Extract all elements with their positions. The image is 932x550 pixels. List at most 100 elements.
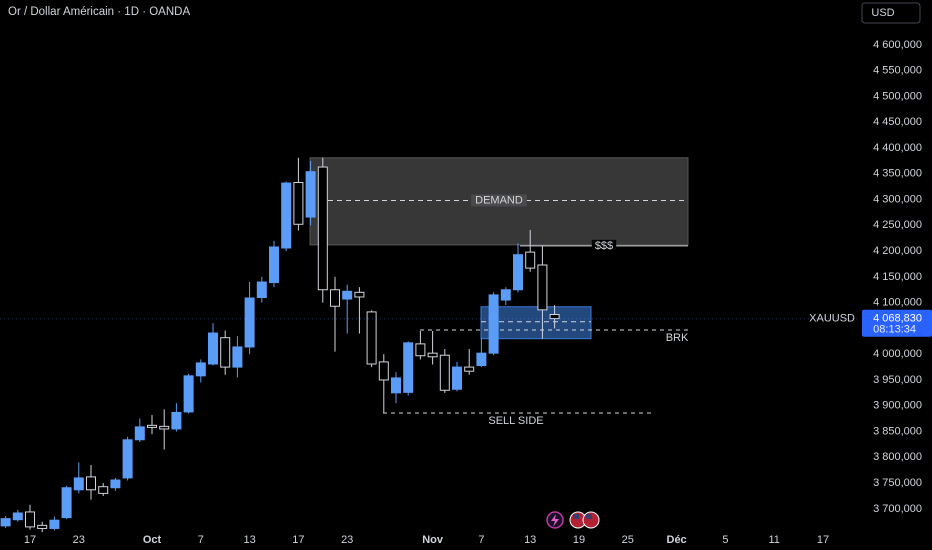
candle-body <box>122 439 133 479</box>
zone-label: DEMAND <box>475 194 523 206</box>
x-tick-label: 23 <box>73 534 85 546</box>
y-tick-label: 4 000,000 <box>873 348 922 360</box>
y-tick-label: 4 400,000 <box>873 142 922 154</box>
y-tick-label: 3 700,000 <box>873 503 922 515</box>
candle-body <box>464 366 475 372</box>
currency-button[interactable] <box>861 2 921 24</box>
candle-body <box>147 424 157 428</box>
candle-body <box>73 477 84 491</box>
x-tick-label: 13 <box>243 534 255 546</box>
candle-body <box>293 182 304 225</box>
x-tick-label: 17 <box>24 534 36 546</box>
x-tick-label: Déc <box>667 534 687 546</box>
candle-body <box>476 352 487 367</box>
level-label: $$$ <box>595 240 613 252</box>
candle-body <box>403 342 414 393</box>
x-tick-label: 11 <box>768 534 779 546</box>
candle-body <box>183 375 194 413</box>
currency-label[interactable]: USD <box>871 7 894 19</box>
candle-body <box>330 289 340 307</box>
candle-body <box>195 362 206 377</box>
candle-body <box>208 332 218 365</box>
candle-body <box>98 486 109 494</box>
y-tick-label: 4 450,000 <box>873 116 922 128</box>
y-tick-label: 4 300,000 <box>873 193 922 205</box>
y-tick-label: 4 150,000 <box>873 271 922 283</box>
x-tick-label: 17 <box>817 534 829 546</box>
candle-body <box>0 518 11 527</box>
candle-body <box>110 479 121 489</box>
y-tick-label: 4 600,000 <box>873 39 922 51</box>
candle-body <box>49 519 60 529</box>
x-tick-label: 7 <box>478 534 484 546</box>
y-tick-label: 3 850,000 <box>873 425 922 437</box>
candle-body <box>220 337 231 368</box>
candle-body <box>61 487 72 519</box>
candle-body <box>537 264 548 311</box>
bottom-icons[interactable] <box>546 511 600 529</box>
y-tick-label: 3 900,000 <box>873 400 922 412</box>
x-tick-label: Nov <box>422 534 444 546</box>
candle-body <box>256 281 267 298</box>
countdown-label: 08:13:34 <box>873 324 916 336</box>
y-tick-label: 4 200,000 <box>873 245 922 257</box>
y-tick-label: 4 550,000 <box>873 65 922 77</box>
zone <box>480 306 592 340</box>
candle-body <box>12 512 23 521</box>
candle-body <box>488 294 499 354</box>
x-tick-label: 5 <box>722 534 728 546</box>
level-label: BRK <box>666 332 689 344</box>
candle-body <box>378 361 389 381</box>
y-tick-label: 4 500,000 <box>873 90 922 102</box>
candle-body <box>232 346 243 368</box>
candle-body <box>366 311 377 365</box>
candle-body <box>391 377 401 394</box>
candle-body <box>354 291 365 298</box>
candle-body <box>549 313 560 320</box>
y-tick-label: 3 800,000 <box>873 451 922 463</box>
level-label: SELL SIDE <box>488 415 543 427</box>
candle-body <box>305 171 316 218</box>
y-tick-label: 4 100,000 <box>873 297 922 309</box>
lightning <box>551 514 559 527</box>
y-tick-label: 3 750,000 <box>873 477 922 489</box>
chart-title: Or / Dollar Américain · 1D · OANDA <box>8 6 190 18</box>
x-tick-label: 19 <box>573 534 585 546</box>
candle-body <box>439 354 450 391</box>
flag-canton <box>586 514 592 519</box>
candle-body <box>452 366 462 390</box>
candle-body <box>159 425 170 430</box>
label-bg <box>591 239 617 252</box>
y-tick-label: 4 250,000 <box>873 219 922 231</box>
candle-body <box>134 426 145 441</box>
candle-body <box>525 251 536 269</box>
y-tick-label: 4 350,000 <box>873 168 922 180</box>
candle-body <box>513 254 523 291</box>
y-tick-label: 3 950,000 <box>873 374 922 386</box>
last-price-label: 4 068,830 <box>873 313 922 325</box>
candle-body <box>37 524 48 529</box>
x-tick-label: 23 <box>341 534 353 546</box>
candle-body <box>244 297 255 348</box>
x-tick-label: 7 <box>198 534 204 546</box>
candle-body <box>86 476 96 491</box>
candle-body <box>342 290 353 300</box>
candle-body <box>269 246 279 284</box>
symbol-label: XAUUSD <box>809 313 855 325</box>
candle-body <box>415 343 426 357</box>
candle-body <box>500 289 511 301</box>
candle-body <box>171 411 182 430</box>
label-bg <box>471 194 527 207</box>
x-tick-label: Oct <box>143 534 162 546</box>
candle-body <box>25 511 35 528</box>
candle-body <box>427 352 438 358</box>
price-badge <box>862 309 932 337</box>
candle-body <box>281 182 292 249</box>
candle-body <box>317 166 328 291</box>
x-tick-label: 13 <box>524 534 536 546</box>
x-tick-label: 25 <box>622 534 634 546</box>
flag-canton <box>573 514 579 519</box>
